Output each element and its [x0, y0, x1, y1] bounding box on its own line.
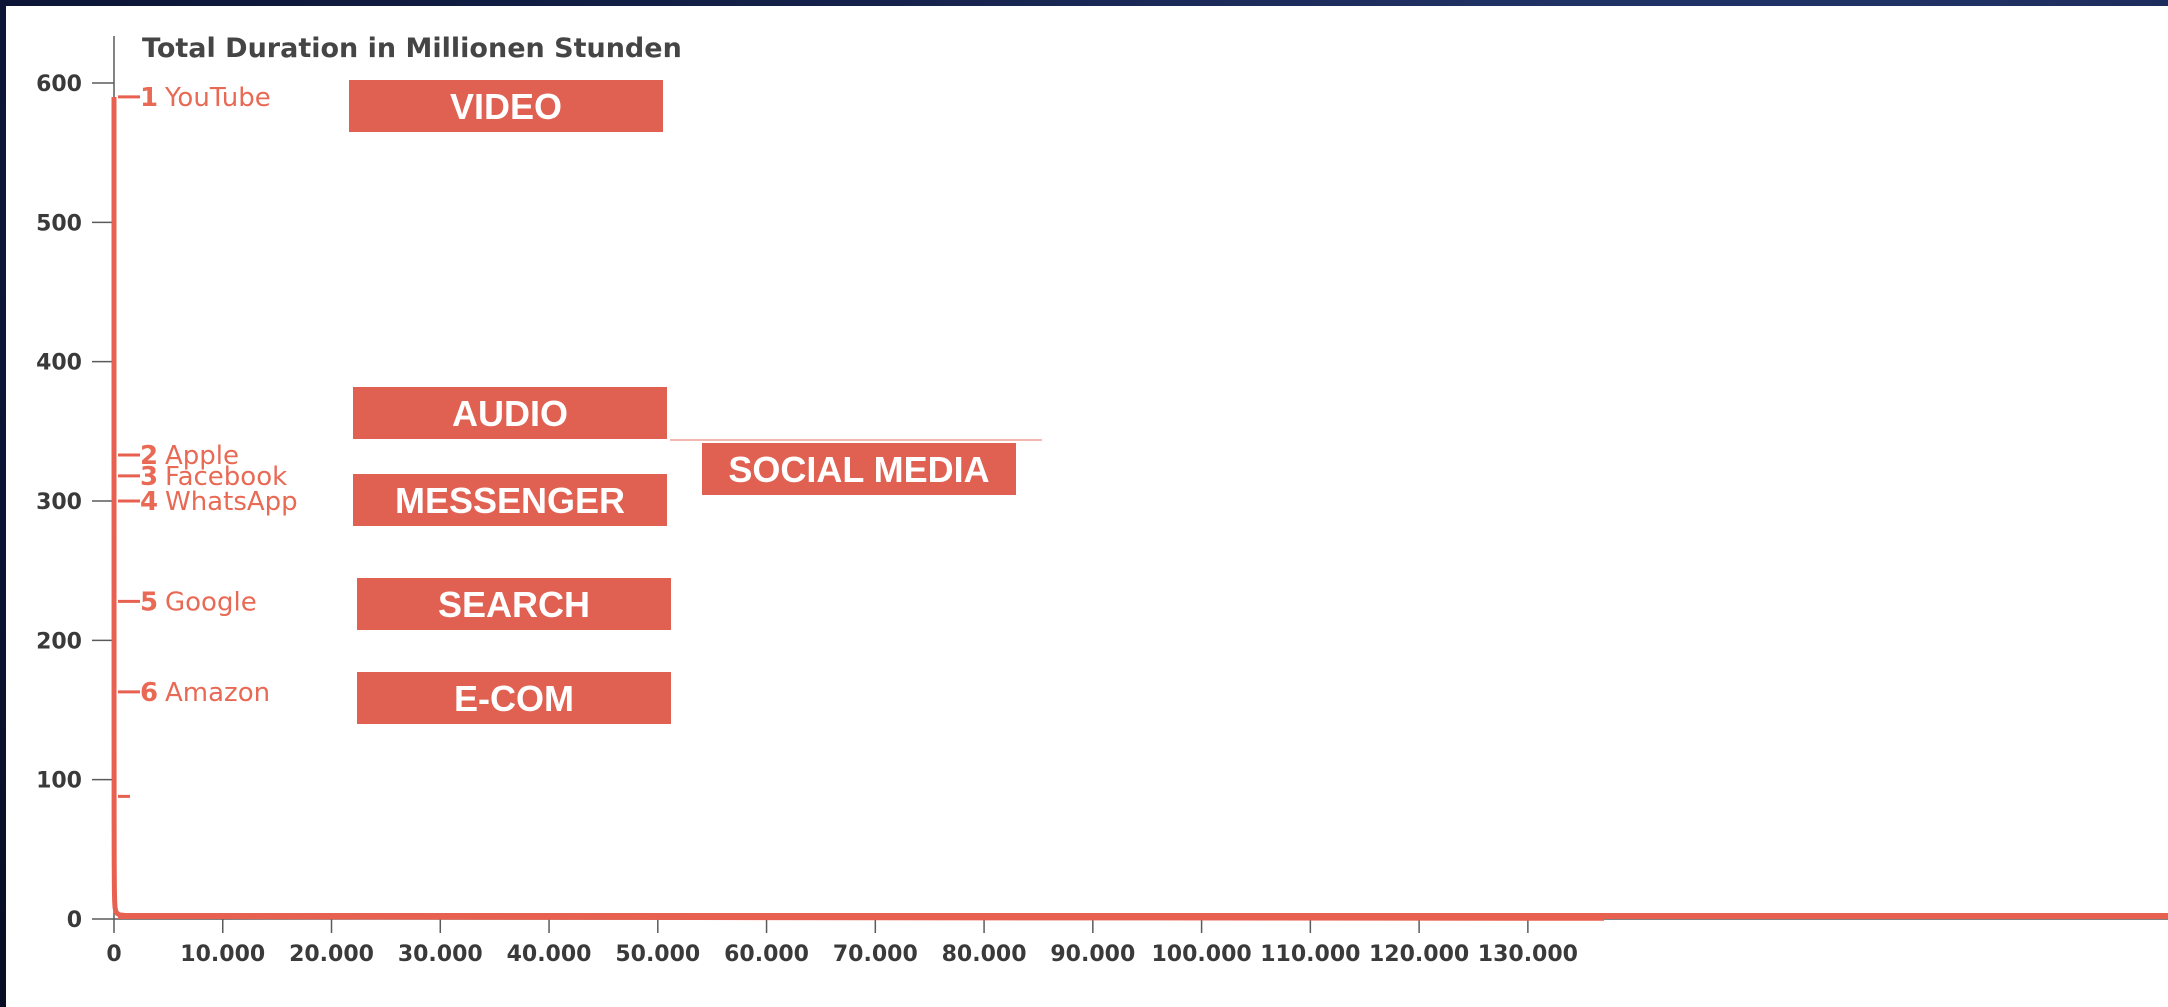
category-labels: VIDEO AUDIO SOCIAL MEDIA MESSENGER SEARC…: [349, 80, 1042, 724]
x-tick-label: 20.000: [289, 942, 374, 967]
x-tick-label: 70.000: [833, 942, 918, 967]
x-axis: 0 10.000 20.000 30.000 40.000 50.000 60.000 70.…: [106, 918, 2168, 967]
y-tick-label: 200: [36, 629, 82, 654]
x-tick-label: 30.000: [398, 942, 483, 967]
chart-title: Total Duration in Millionen Stunden: [142, 33, 682, 64]
annotation-google: 5 Google: [118, 587, 257, 617]
x-tick-label: 90.000: [1050, 942, 1135, 967]
y-tick-label: 500: [36, 211, 82, 236]
category-messenger: MESSENGER: [353, 474, 667, 526]
y-tick-label: 0: [67, 908, 82, 933]
distribution-line: [111, 96, 1605, 921]
y-tick-label: 600: [36, 72, 82, 97]
annotation-rank: 2: [140, 441, 158, 471]
annotation-youtube: 1 YouTube: [118, 83, 271, 113]
x-tick-label: 40.000: [507, 942, 592, 967]
category-video: VIDEO: [349, 80, 663, 132]
y-axis: 0 100 200 300 400 500 600: [36, 36, 115, 933]
category-e-com-label: E-COM: [454, 678, 574, 719]
chart-svg: Total Duration in Millionen Stunden 0100…: [36, 33, 2168, 967]
annotation-name: Facebook: [165, 462, 287, 492]
category-social-media-box: [702, 443, 1016, 495]
x-tick-label: 50.000: [615, 942, 700, 967]
annotation-name: Amazon: [165, 678, 270, 708]
category-messenger-label: MESSENGER: [395, 480, 625, 521]
x-tick-label: 0: [106, 942, 121, 967]
y-tick-label: 300: [36, 490, 82, 515]
annotation-amazon: 6 Amazon: [118, 678, 270, 708]
x-tick-label: 120.000: [1369, 942, 1469, 967]
annotation-facebook: 3 Facebook: [118, 462, 287, 492]
category-messenger-box: [353, 474, 667, 526]
annotation-rank: 1: [140, 83, 158, 113]
x-tick-label: 110.000: [1260, 942, 1360, 967]
category-audio-box: [353, 387, 667, 439]
annotation-rank: 4: [140, 487, 158, 517]
category-search: SEARCH: [357, 578, 671, 630]
category-social-media-label: SOCIAL MEDIA: [728, 449, 989, 490]
y-tick-label: 100: [36, 769, 82, 794]
x-tick-label: 10.000: [180, 942, 265, 967]
category-search-label: SEARCH: [438, 584, 590, 625]
category-audio: AUDIO: [353, 387, 667, 439]
annotation-name: YouTube: [164, 83, 271, 113]
annotation-whatsapp: 4 WhatsApp: [118, 487, 298, 517]
distribution-tail: [118, 913, 2168, 919]
annotation-apple: 2 Apple: [118, 441, 239, 471]
category-video-label: VIDEO: [450, 86, 562, 127]
category-social-media: SOCIAL MEDIA: [670, 439, 1042, 495]
annotation-rank: 3: [140, 462, 158, 492]
x-tick-label: 60.000: [724, 942, 809, 967]
x-tick-label: 100.000: [1151, 942, 1251, 967]
category-video-box: [349, 80, 663, 132]
category-search-box: [357, 578, 671, 630]
category-e-com: E-COM: [357, 672, 671, 724]
annotation-rank: 6: [140, 678, 158, 708]
curve-layer: [111, 96, 2168, 921]
annotation-name: Google: [165, 587, 257, 617]
y-tick-label: 400: [36, 351, 82, 376]
annotation-rank: 5: [140, 587, 158, 617]
x-tick-label: 80.000: [942, 942, 1027, 967]
category-e-com-box: [357, 672, 671, 724]
annotation-name: WhatsApp: [165, 487, 298, 517]
x-tick-label: 130.000: [1478, 942, 1578, 967]
annotation-name: Apple: [165, 441, 239, 471]
category-audio-label: AUDIO: [452, 393, 568, 434]
chart-panel: Total Duration in Millionen Stunden 0 100…: [6, 6, 2168, 1007]
